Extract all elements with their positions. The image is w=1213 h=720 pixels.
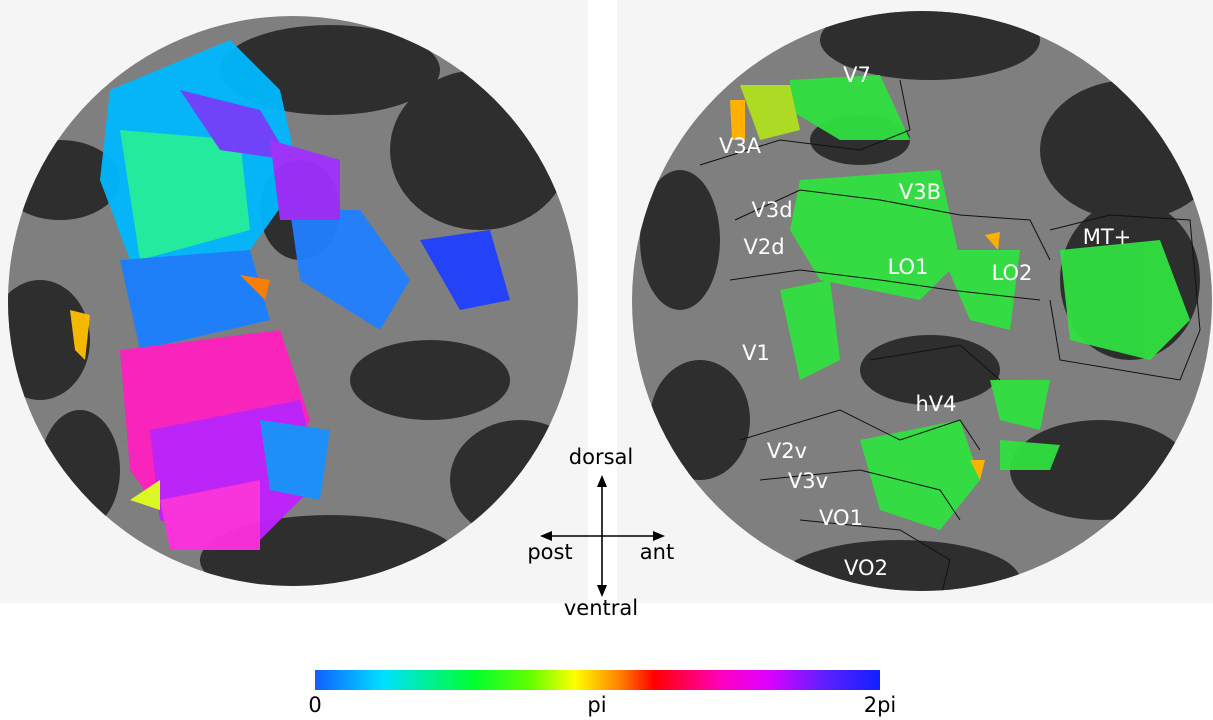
area-label: V3v — [788, 469, 828, 493]
colorbar-tick: pi — [587, 693, 606, 717]
area-label: hV4 — [915, 392, 956, 416]
colorbar-tick: 2pi — [864, 693, 897, 717]
orientation-label: dorsal — [569, 445, 633, 469]
area-label: LO1 — [888, 255, 929, 279]
area-label: V3A — [719, 134, 762, 158]
colorbar-tick: 0 — [308, 693, 321, 717]
area-label: V7 — [843, 63, 871, 87]
colorbar — [315, 670, 880, 690]
area-label: VO1 — [819, 506, 863, 530]
area-label: LO2 — [992, 261, 1033, 285]
area-label: MT+ — [1083, 225, 1132, 249]
figure: V7 V3A V3B V3d V2d MT+ LO1 LO2 V1 hV4 V2… — [0, 0, 1213, 720]
orientation-label: ventral — [564, 596, 638, 620]
area-label: V1 — [742, 341, 770, 365]
orientation-label: post — [527, 540, 572, 564]
area-label: V2v — [767, 439, 807, 463]
area-label: V3d — [751, 198, 792, 222]
area-label: V3B — [899, 180, 941, 204]
area-label: VO2 — [844, 556, 888, 580]
area-label: V2d — [743, 235, 784, 259]
orientation-label: ant — [640, 540, 674, 564]
